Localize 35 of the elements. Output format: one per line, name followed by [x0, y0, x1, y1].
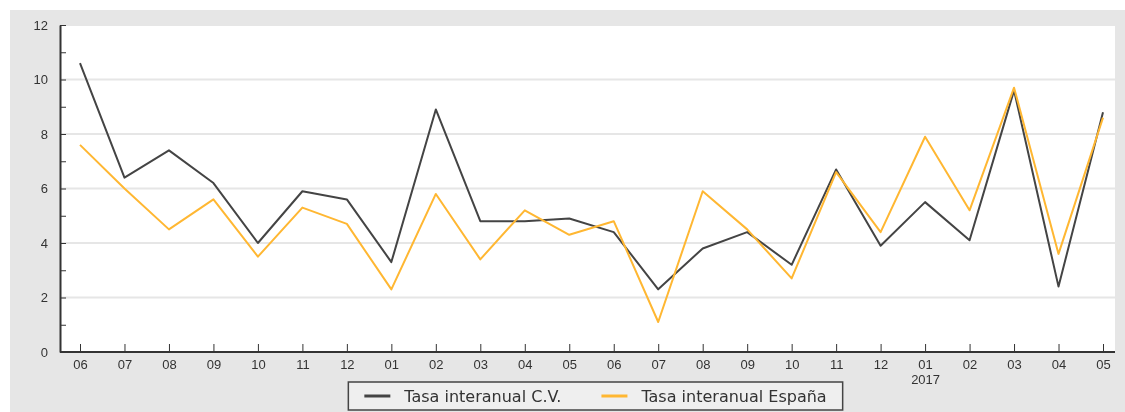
- legend-label: Tasa interanual C.V.: [403, 386, 562, 406]
- x-tick-label: 10: [251, 357, 266, 373]
- y-tick-label: 4: [40, 235, 48, 251]
- y-tick-label: 0: [40, 344, 48, 360]
- x-tick-label: 05: [1096, 357, 1111, 373]
- x-tick-label: 04: [1051, 357, 1067, 373]
- y-tick-label: 10: [33, 72, 48, 88]
- x-tick-label: 03: [473, 357, 489, 373]
- x-tick-label: 05: [562, 357, 577, 373]
- y-tick-label: 2: [40, 290, 48, 306]
- x-tick-label: 12: [873, 357, 889, 373]
- x-tick-label: 09: [206, 357, 222, 373]
- x-tick-label: 06: [73, 357, 88, 373]
- x-tick-label: 02: [429, 357, 444, 373]
- y-tick-label: 8: [40, 126, 48, 142]
- line-series: [79, 86, 1104, 324]
- x-tick-label: 07: [651, 357, 666, 373]
- x-tick-label: 02: [962, 357, 978, 373]
- x-tick-label: 06: [607, 357, 622, 373]
- x-tick-label: 11: [829, 357, 844, 373]
- line-series: [79, 62, 1104, 291]
- x-tick-label: 01: [384, 357, 400, 373]
- y-tick-label: 6: [40, 181, 48, 197]
- y-tick-label: 12: [33, 17, 48, 33]
- x-tick-label: 07: [117, 357, 133, 373]
- x-tick-label: 01 2017: [911, 357, 941, 388]
- x-tick-label: 12: [340, 357, 355, 373]
- x-tick-label: 11: [296, 357, 310, 373]
- x-tick-label: 10: [784, 357, 800, 373]
- x-tick-label: 09: [740, 357, 755, 373]
- legend-label: Tasa interanual España: [640, 386, 827, 406]
- x-tick-label: 08: [162, 357, 177, 373]
- x-tick-label: 08: [695, 357, 711, 373]
- x-tick-label: 04: [518, 357, 533, 373]
- x-tick-label: 03: [1007, 357, 1022, 373]
